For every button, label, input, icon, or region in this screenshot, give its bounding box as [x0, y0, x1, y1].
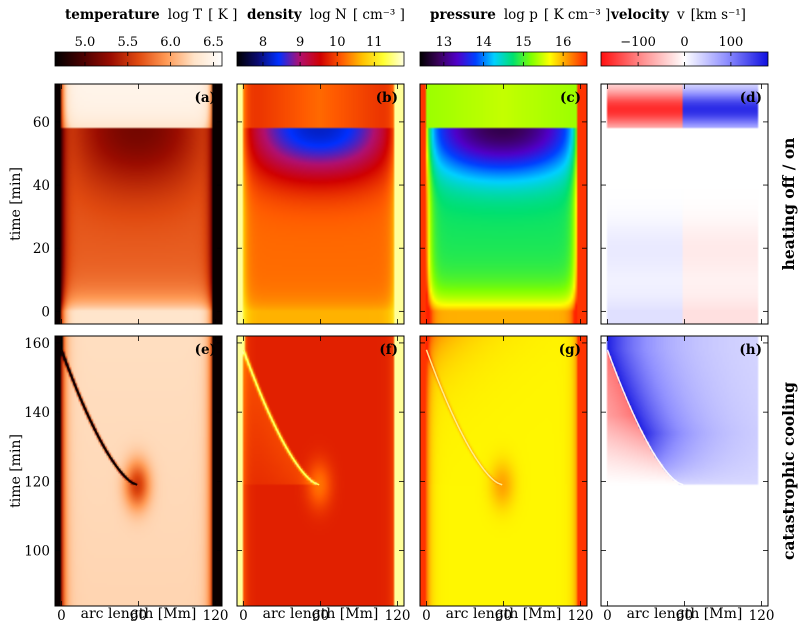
xtick-label: 120	[749, 608, 775, 621]
colorbars: 5.0 5.5 6.0 6.5 8 9 10 11 13 14 15 16 −100 0 100	[54, 35, 769, 67]
panel-label: (f)	[379, 342, 398, 358]
header-symbol: log T	[168, 7, 202, 23]
condensation-track	[60, 349, 138, 486]
ytick-label: 140	[24, 405, 50, 421]
header-symbol: log N	[310, 7, 347, 23]
colorbar-density	[236, 51, 405, 67]
heatmap-pressure-row2	[420, 336, 587, 606]
heatmap-temperature-row2	[55, 336, 222, 606]
column-header-temperature: temperature log T [ K ]	[65, 7, 237, 23]
panel-label: (d)	[740, 90, 762, 106]
column-header-pressure: pressure log p [ K cm⁻³ ]	[430, 7, 610, 23]
colorbar-tick-label: 14	[475, 35, 492, 50]
colorbar-tick-label: 8	[259, 35, 267, 50]
colorbar-tick-label: 16	[555, 35, 572, 50]
colorbar-tick-label: 15	[515, 35, 532, 50]
axes: (a) 0 20 40 60 (b) (c) (d) time [min] heating off…	[8, 83, 798, 621]
colorbar-tick-label: 10	[329, 35, 346, 50]
ytick-label: 60	[33, 115, 50, 131]
ytick-label: 120	[24, 474, 50, 490]
xtick-label: 60	[676, 608, 693, 621]
panel-label: (g)	[559, 342, 581, 358]
colorbar-tick-label: 9	[296, 35, 304, 50]
colorbar-tick-label: 6.5	[203, 35, 224, 50]
column-header-velocity: velocity v [km s⁻¹]	[610, 7, 746, 23]
header-quantity: density	[247, 7, 303, 23]
xtick-label: 120	[203, 608, 229, 621]
colorbar-tick-label: 0	[680, 35, 688, 50]
colorbar-tick-label: −100	[620, 35, 656, 50]
header-quantity: temperature	[65, 7, 160, 23]
panels	[55, 84, 768, 606]
colorbar-tick-label: 6.0	[160, 35, 181, 50]
heatmap-pressure-row1	[420, 84, 587, 324]
panel-label: (e)	[195, 342, 216, 358]
ylabel: time [min]	[8, 434, 24, 508]
colorbar-temperature	[54, 51, 223, 67]
xtick-label: 60	[312, 608, 329, 621]
colorbar-tick-label: 100	[718, 35, 743, 50]
colorbar-tick-label: 11	[366, 35, 383, 50]
heatmap-velocity-row1	[601, 84, 768, 324]
xtick-label: 0	[239, 608, 248, 621]
xlabel: arc length [Mm]	[446, 606, 562, 621]
ytick-label: 0	[41, 304, 50, 320]
header-unit: [ cm⁻³ ]	[353, 7, 405, 23]
xlabel: arc length [Mm]	[263, 606, 379, 621]
panel-label: (b)	[376, 90, 398, 106]
row-label: heating off / on	[779, 138, 798, 271]
ytick-label: 160	[24, 336, 50, 352]
column-headers: temperature log T [ K ] density log N [ cm⁻³ …	[65, 7, 746, 23]
header-symbol: log p	[504, 7, 538, 23]
row-label: catastrophic cooling	[779, 382, 798, 560]
heatmap-density-row2	[237, 336, 404, 606]
xtick-label: 0	[603, 608, 612, 621]
xlabel: arc length [Mm]	[81, 606, 197, 621]
xlabel: arc length [Mm]	[627, 606, 743, 621]
xtick-label: 60	[495, 608, 512, 621]
header-quantity: pressure	[430, 7, 496, 23]
header-unit: [km s⁻¹]	[691, 7, 746, 23]
ytick-label: 20	[33, 241, 50, 257]
column-header-density: density log N [ cm⁻³ ]	[247, 7, 405, 23]
header-symbol: v	[676, 7, 685, 23]
xtick-label: 0	[57, 608, 66, 621]
heatmap-temperature-row1	[55, 84, 222, 324]
condensation-track	[606, 349, 684, 486]
panel-label: (h)	[739, 342, 762, 358]
ylabel: time [min]	[8, 167, 24, 241]
header-unit: [ K cm⁻³ ]	[544, 7, 610, 23]
ytick-label: 40	[33, 178, 50, 194]
condensation-track	[425, 349, 503, 486]
header-quantity: velocity	[610, 7, 670, 23]
panel-label: (c)	[560, 90, 581, 106]
header-unit: [ K ]	[208, 7, 237, 23]
heatmap-density-row1	[237, 84, 404, 324]
ytick-label: 100	[24, 544, 50, 560]
xtick-label: 0	[422, 608, 431, 621]
xtick-label: 120	[568, 608, 594, 621]
heatmap-velocity-row2	[601, 336, 768, 606]
colorbar-tick-label: 5.0	[75, 35, 96, 50]
xtick-label: 120	[385, 608, 411, 621]
colorbar-tick-label: 5.5	[117, 35, 138, 50]
xtick-label: 60	[130, 608, 147, 621]
condensation-track	[242, 349, 320, 486]
panel-label: (a)	[194, 90, 216, 106]
colorbar-tick-label: 13	[436, 35, 453, 50]
colorbar-pressure	[419, 51, 588, 67]
